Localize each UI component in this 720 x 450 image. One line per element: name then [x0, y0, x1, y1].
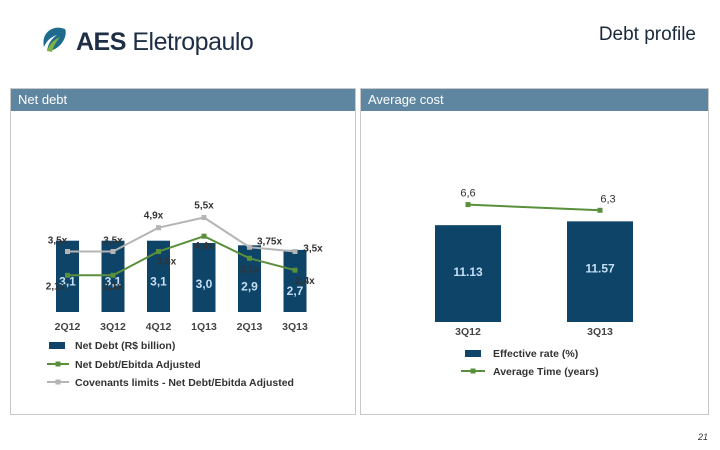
net-debt-chart: 3,1 2Q12 3,1 3Q12 3,1 4Q12 3,0 1Q13 2,9 2Q13 2,7 3Q…	[46, 201, 323, 390]
category-label: 3Q13	[587, 326, 613, 338]
legend-net-debt-ebitda: Net Debt/Ebitda Adjusted	[75, 359, 201, 371]
category-label: 2Q13	[237, 321, 263, 333]
legend-average-time: Average Time (years)	[493, 366, 599, 378]
legend-bar-swatch	[49, 342, 65, 349]
company-logo: AES Eletropaulo	[38, 22, 254, 62]
net-debt-panel: Net debt 3,1 2Q12 3,1 3Q12 3,1 4Q12 3,0 1Q13 2,9…	[10, 88, 356, 415]
effective-rate-bar	[435, 225, 501, 322]
covenant-limit-label: 3,5x	[303, 244, 323, 255]
covenant-limit-marker	[292, 249, 298, 254]
logo-text: AES Eletropaulo	[76, 27, 254, 56]
category-label: 2Q12	[55, 321, 81, 333]
net-debt-ebitda-line	[67, 235, 296, 277]
net-debt-panel-title: Net debt	[11, 89, 355, 111]
legend-ratio-marker	[55, 361, 61, 367]
net-debt-ebitda-label: 3,5x	[157, 257, 177, 268]
covenant-limit-marker	[201, 215, 207, 220]
effective-rate-bar	[567, 221, 633, 322]
net-debt-ebitda-marker	[292, 267, 298, 273]
category-label: 3Q12	[100, 321, 126, 333]
covenant-limit-marker	[156, 225, 161, 231]
legend-covenant-limits: Covenants limits - Net Debt/Ebitda Adjus…	[75, 377, 294, 389]
covenant-limit-label: 5,5x	[194, 201, 214, 212]
covenant-limit-marker	[65, 249, 70, 254]
net-debt-bar-label: 3,1	[150, 275, 167, 289]
net-debt-bar-label: 2,7	[287, 284, 304, 298]
covenant-limit-label: 3,75x	[257, 236, 282, 247]
net-debt-ebitda-label: 2,1x	[103, 281, 123, 292]
logo-leaf-icon	[43, 27, 66, 52]
net-debt-ebitda-marker	[156, 249, 161, 254]
covenant-limit-label: 3,5x	[103, 236, 123, 247]
page-number: 21	[697, 432, 708, 442]
net-debt-ebitda-marker	[65, 272, 70, 278]
legend-net-debt: Net Debt (R$ billion)	[75, 340, 175, 352]
net-debt-ebitda-marker	[247, 255, 252, 261]
average-time-line	[467, 203, 601, 212]
net-debt-ebitda-marker	[201, 233, 207, 239]
legend-covenant-marker	[55, 379, 61, 385]
average-cost-chart: 11.13 3Q12 11.57 3Q13 6,6 6,3 Effective rate (…	[435, 188, 633, 378]
legend-bar-swatch	[465, 350, 481, 357]
net-debt-bar-label: 3,1	[59, 275, 76, 289]
legend-average-time-marker	[470, 368, 476, 374]
net-debt-bar	[147, 240, 170, 312]
covenant-limit-line	[67, 216, 296, 253]
average-time-label: 6,6	[460, 188, 475, 200]
effective-rate-bar-label: 11.57	[585, 261, 615, 275]
legend-effective-rate: Effective rate (%)	[493, 348, 578, 360]
category-label: 4Q12	[146, 321, 172, 333]
net-debt-ebitda-label: 2,1x	[46, 281, 66, 292]
net-debt-ebitda-marker	[110, 272, 116, 278]
average-cost-panel-title: Average cost	[361, 89, 708, 111]
net-debt-bar	[238, 245, 261, 312]
category-label: 1Q13	[191, 321, 217, 333]
net-debt-ebitda-label: 4,4x	[194, 241, 214, 252]
average-time-label: 6,3	[600, 193, 615, 205]
category-label: 3Q13	[282, 321, 308, 333]
covenant-limit-marker	[110, 249, 116, 254]
category-label: 3Q12	[455, 326, 481, 338]
covenant-limit-label: 4,9x	[144, 211, 164, 222]
page-title: Debt profile	[598, 24, 696, 45]
average-cost-panel: Average cost 11.13 3Q12 11.57 3Q13 6,6 6,3 Eff…	[360, 88, 709, 415]
covenant-limit-label: 3,5x	[48, 236, 68, 247]
net-debt-bar	[192, 243, 216, 312]
net-debt-bar	[283, 249, 307, 312]
covenant-limit-marker	[247, 244, 252, 250]
net-debt-bar-label: 2,9	[241, 279, 258, 293]
average-time-marker	[465, 202, 471, 208]
net-debt-ebitda-label: 3,1x	[240, 264, 260, 275]
effective-rate-bar-label: 11.13	[453, 265, 483, 279]
net-debt-ebitda-label: 2,4x	[295, 276, 315, 287]
net-debt-bar-label: 3,1	[105, 275, 122, 289]
average-time-marker	[597, 207, 603, 213]
net-debt-bar-label: 3,0	[196, 277, 213, 291]
